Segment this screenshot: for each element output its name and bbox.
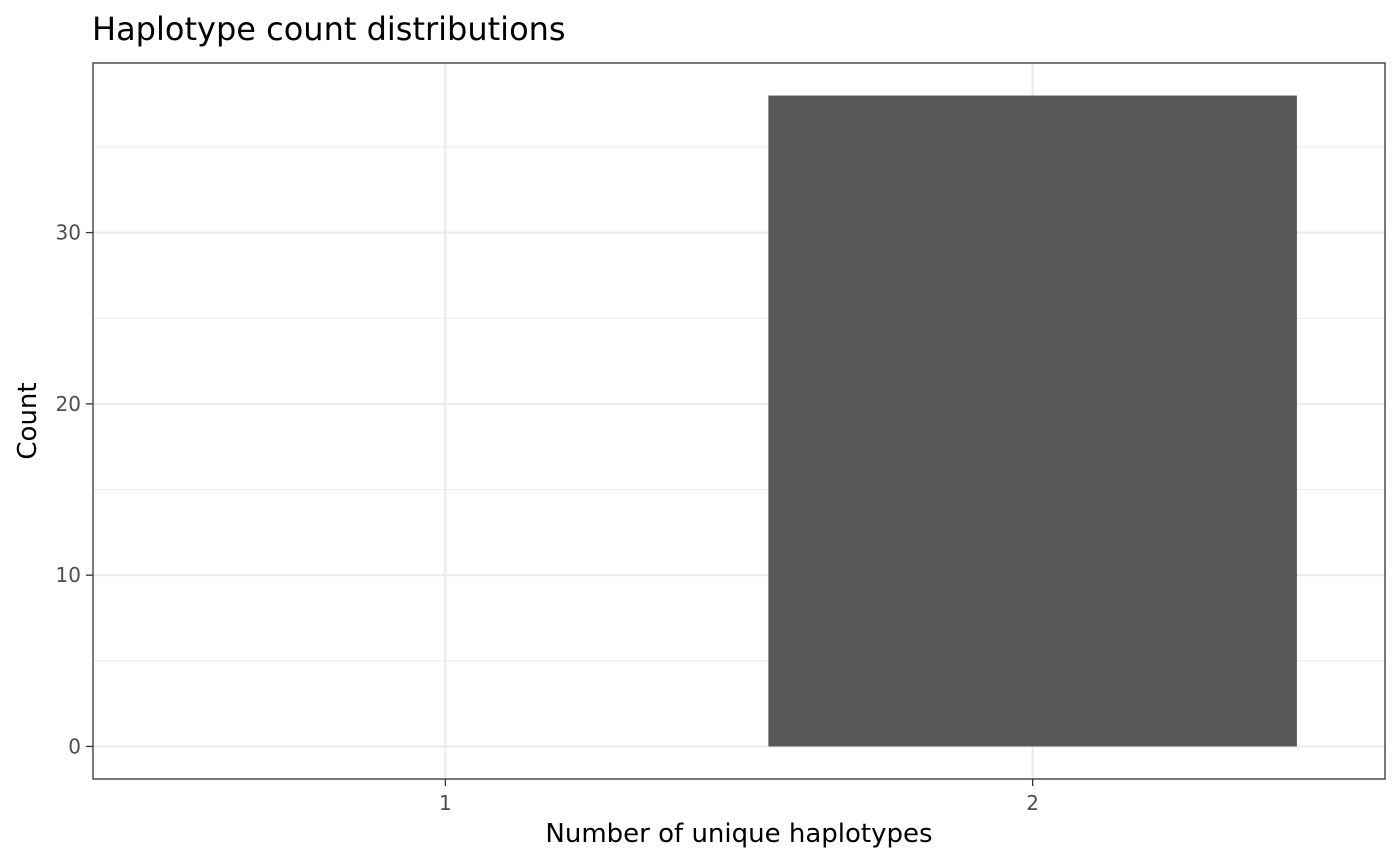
y-tick-label: 30: [56, 221, 81, 245]
bars-layer: [768, 95, 1297, 747]
y-tick-label: 10: [56, 563, 81, 587]
y-tick-label: 0: [68, 734, 81, 758]
x-tick-label: 1: [439, 791, 452, 815]
y-axis: 0 10 20 30: [56, 221, 93, 758]
panel-border: [92, 62, 1386, 780]
x-tick-label: 2: [1026, 791, 1039, 815]
y-axis-title: Count: [13, 382, 43, 459]
bar: [768, 95, 1297, 747]
y-tick-label: 20: [56, 392, 81, 416]
x-axis-title: Number of unique haplotypes: [545, 819, 932, 849]
chart-title: Haplotype count distributions: [92, 10, 566, 48]
